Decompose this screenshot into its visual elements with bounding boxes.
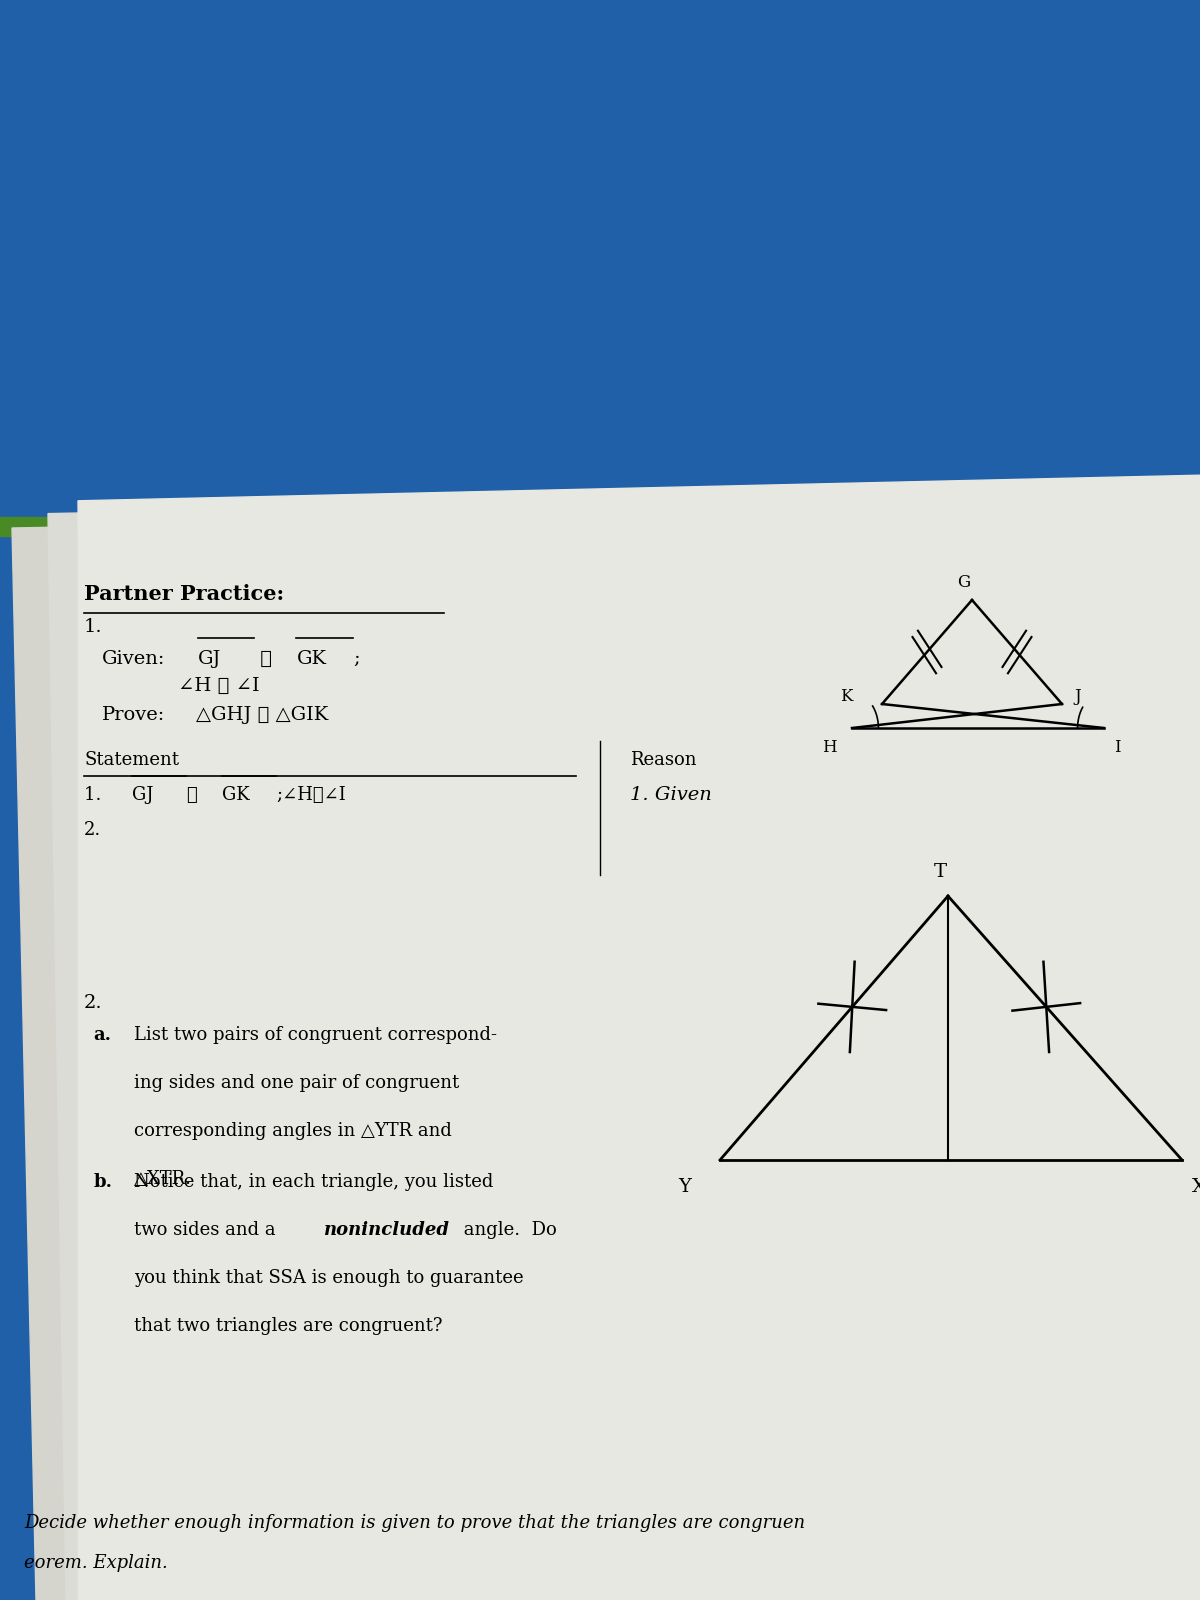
Text: K: K — [840, 688, 852, 704]
Polygon shape — [78, 475, 1200, 1600]
Text: that two triangles are congruent?: that two triangles are congruent? — [134, 1317, 443, 1334]
Text: GK: GK — [222, 786, 250, 803]
Text: Given:: Given: — [102, 650, 166, 669]
Text: ing sides and one pair of congruent: ing sides and one pair of congruent — [134, 1074, 460, 1093]
Text: X: X — [1192, 1178, 1200, 1197]
Text: two sides and a: two sides and a — [134, 1221, 282, 1238]
Text: ∠H ≅ ∠I: ∠H ≅ ∠I — [178, 677, 259, 694]
Text: 1.: 1. — [84, 618, 103, 635]
Text: angle.  Do: angle. Do — [458, 1221, 557, 1238]
Text: Decide whether enough information is given to prove that the triangles are congr: Decide whether enough information is giv… — [24, 1514, 805, 1533]
Text: Y: Y — [678, 1178, 691, 1197]
Text: a.: a. — [94, 1026, 112, 1043]
Text: Statement: Statement — [84, 750, 179, 768]
Bar — [78, 512, 1200, 1600]
Text: GJ: GJ — [198, 650, 221, 669]
Text: ≅: ≅ — [186, 786, 197, 803]
Text: H: H — [822, 739, 836, 757]
Text: 2.: 2. — [84, 994, 103, 1013]
Text: Prove:: Prove: — [102, 706, 166, 723]
Text: Partner Practice:: Partner Practice: — [84, 584, 284, 603]
Bar — [0, 517, 1200, 536]
Text: 1.: 1. — [84, 786, 107, 803]
Bar — [0, 0, 1200, 517]
Text: △GHJ ≅ △GIK: △GHJ ≅ △GIK — [196, 706, 328, 723]
Text: T: T — [934, 862, 947, 880]
Text: corresponding angles in △YTR and: corresponding angles in △YTR and — [134, 1122, 452, 1139]
Text: GJ: GJ — [132, 786, 154, 803]
Text: I: I — [1114, 739, 1121, 757]
Polygon shape — [48, 491, 1200, 1600]
Text: △XTR.: △XTR. — [134, 1170, 192, 1187]
Polygon shape — [12, 507, 1188, 1600]
Text: ;: ; — [353, 650, 360, 669]
Text: nonincluded: nonincluded — [324, 1221, 450, 1238]
Text: G: G — [958, 574, 971, 592]
Text: eorem. Explain.: eorem. Explain. — [24, 1554, 168, 1571]
Text: GK: GK — [296, 650, 326, 669]
Text: J: J — [1074, 688, 1081, 704]
Text: List two pairs of congruent correspond-: List two pairs of congruent correspond- — [134, 1026, 498, 1043]
Text: 1. Given: 1. Given — [630, 786, 712, 803]
Text: Reason: Reason — [630, 750, 696, 768]
Text: Notice that, in each triangle, you listed: Notice that, in each triangle, you liste… — [134, 1173, 493, 1190]
Text: ;∠H≅∠I: ;∠H≅∠I — [276, 786, 346, 803]
Text: you think that SSA is enough to guarantee: you think that SSA is enough to guarante… — [134, 1269, 524, 1286]
Text: ≅: ≅ — [254, 650, 278, 669]
Text: b.: b. — [94, 1173, 113, 1190]
Text: 2.: 2. — [84, 821, 101, 838]
